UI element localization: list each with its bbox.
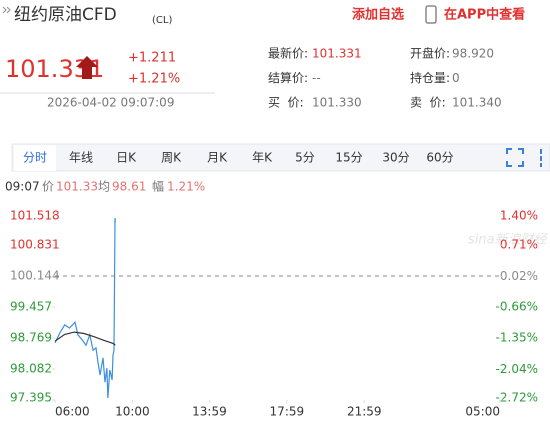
watermark: sina新浪财经 bbox=[468, 232, 549, 248]
quote-time: 2026-04-02 09:07:09 bbox=[47, 96, 174, 110]
y2-tick-label: -0.66% bbox=[496, 300, 538, 314]
tab[interactable]: 5分 bbox=[295, 151, 315, 165]
y-tick-label: 99.457 bbox=[10, 299, 52, 313]
add-watch-link[interactable]: 添加自选 bbox=[352, 7, 404, 23]
change-pct: +1.21% bbox=[128, 72, 180, 87]
tab-active[interactable]: 分时 bbox=[23, 151, 47, 165]
active-tab-bg bbox=[14, 145, 56, 171]
y2-tick-label: -1.35% bbox=[496, 331, 538, 345]
detail-label: 结算价: bbox=[268, 70, 308, 85]
title-code: (CL) bbox=[152, 15, 172, 26]
detail-value: 98.920 bbox=[452, 47, 494, 61]
x-tick-label: 10:00 bbox=[115, 405, 150, 419]
info-range-label: 幅 bbox=[152, 179, 164, 194]
y-tick-label: 100.831 bbox=[10, 237, 60, 251]
chart: 101.518 100.831 100.144 99.457 98.769 98.082 9… bbox=[10, 209, 538, 419]
title-icon bbox=[2, 6, 11, 14]
y-tick-label: 101.518 bbox=[10, 209, 60, 223]
x-tick-label: 05:00 bbox=[465, 405, 500, 419]
info-price: 101.33 bbox=[56, 180, 98, 194]
detail-label: 卖 价: bbox=[410, 96, 446, 110]
tab[interactable]: 15分 bbox=[335, 151, 362, 165]
tabs: 分时 年线 日K 周K 月K 年K 5分 15分 30分 60分 bbox=[14, 145, 454, 171]
y2-tick-label: 0.02% bbox=[500, 269, 538, 283]
tab[interactable]: 年K bbox=[252, 151, 273, 165]
y-tick-label: 100.144 bbox=[10, 268, 60, 282]
tab-bar bbox=[11, 143, 550, 172]
y2-tick-label: 0.71% bbox=[500, 238, 538, 252]
info-time: 09:07 bbox=[5, 180, 40, 194]
fullscreen-icon[interactable] bbox=[506, 148, 524, 167]
tab[interactable]: 年线 bbox=[69, 151, 93, 165]
tab[interactable]: 60分 bbox=[426, 151, 453, 165]
tab[interactable]: 月K bbox=[207, 151, 228, 165]
detail-label: 开盘价: bbox=[410, 46, 450, 61]
detail-label: 持仓量: bbox=[410, 70, 450, 85]
series-line bbox=[54, 331, 116, 346]
tab[interactable]: 日K bbox=[116, 151, 137, 165]
detail-value: 101.331 bbox=[312, 47, 362, 61]
y-tick-label: 98.769 bbox=[10, 331, 52, 345]
change: +1.211 bbox=[128, 51, 176, 66]
info-price-label: 价 bbox=[42, 180, 54, 194]
detail-value: -- bbox=[312, 71, 321, 85]
details: 最新价: 101.331 开盘价: 98.920 结算价: -- 持仓量: 0 买 价: 101.… bbox=[268, 46, 502, 110]
phone-icon bbox=[425, 5, 437, 24]
info-range: 1.21% bbox=[167, 180, 205, 194]
info-avg: 98.61 bbox=[112, 180, 146, 194]
info-line: 09:07 价 101.33 均 98.61 幅 1.21% bbox=[5, 179, 205, 194]
x-tick-label: 06:00 bbox=[55, 405, 90, 419]
y2-tick-label: -2.72% bbox=[496, 391, 538, 405]
y2-tick-label: -2.04% bbox=[496, 362, 538, 376]
up-arrow bbox=[76, 56, 98, 79]
detail-value: 101.340 bbox=[452, 96, 502, 110]
detail-label: 最新价: bbox=[268, 46, 308, 61]
open-app-link[interactable]: 在APP中查看 bbox=[444, 7, 525, 23]
x-tick-label: 17:59 bbox=[270, 405, 305, 419]
x-tick-label: 13:59 bbox=[192, 405, 227, 419]
y-tick-label: 98.082 bbox=[10, 362, 52, 376]
y2-tick-label: 1.40% bbox=[500, 209, 538, 223]
detail-value: 0 bbox=[452, 71, 460, 85]
tab[interactable]: 周K bbox=[161, 151, 182, 165]
y-tick-label: 97.395 bbox=[10, 391, 52, 405]
title: 纽约原油CFD bbox=[14, 5, 117, 25]
series-line bbox=[54, 217, 116, 399]
x-tick-label: 21:59 bbox=[347, 405, 382, 419]
detail-label: 买 价: bbox=[268, 96, 304, 110]
info-avg-label: 均 bbox=[98, 180, 110, 194]
detail-value: 101.330 bbox=[312, 96, 362, 110]
tab[interactable]: 30分 bbox=[382, 151, 409, 165]
